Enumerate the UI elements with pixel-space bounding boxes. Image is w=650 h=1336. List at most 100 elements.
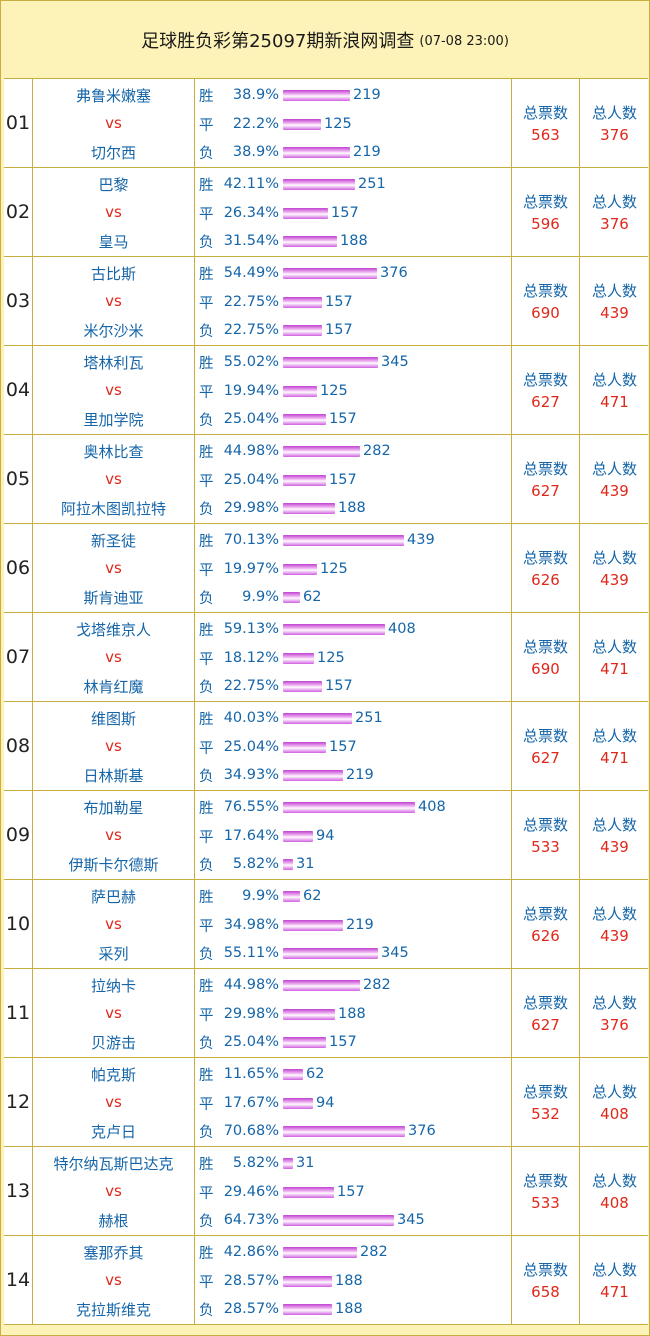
vs-label: vs <box>105 1093 122 1111</box>
vote-bar <box>283 89 350 101</box>
vote-bar <box>283 474 326 486</box>
vote-count: 282 <box>363 977 391 993</box>
vote-option: 胜 76.55% 408 <box>199 797 446 817</box>
vote-bar <box>283 1036 326 1048</box>
result-label: 胜 <box>199 889 214 906</box>
vote-percent: 9.9% <box>242 888 279 904</box>
result-label: 负 <box>199 145 214 162</box>
match-number: 01 <box>5 112 31 134</box>
home-team: 特尔纳瓦斯巴达克 <box>53 1155 174 1173</box>
vote-option: 负 22.75% 157 <box>199 676 353 696</box>
vote-option: 胜 54.49% 376 <box>199 263 408 283</box>
total-people-value: 439 <box>600 571 629 589</box>
total-people-value: 471 <box>600 393 629 411</box>
match-teams: 戈塔维京人 vs 林肯红魔 <box>32 613 194 701</box>
result-label: 负 <box>199 768 214 785</box>
match-row: 04 塔林利瓦 vs 里加学院 胜 55.02% 345 平 19.94% 12… <box>4 346 648 435</box>
result-label: 负 <box>199 946 214 963</box>
vote-bar <box>283 623 385 635</box>
vote-breakdown: 胜 38.9% 219 平 22.2% 125 负 38.9% 219 <box>194 79 511 167</box>
match-number: 09 <box>5 824 31 846</box>
vote-bar <box>283 1186 334 1198</box>
vote-option: 负 25.04% 157 <box>199 1032 357 1052</box>
total-votes-cell: 总票数 627 <box>511 346 579 434</box>
result-label: 负 <box>199 1302 214 1319</box>
vote-percent: 38.9% <box>232 87 279 103</box>
total-votes-cell: 总票数 627 <box>511 435 579 523</box>
total-votes-value: 690 <box>531 304 560 322</box>
total-people-label: 总人数 <box>591 549 637 567</box>
home-team: 古比斯 <box>90 265 136 283</box>
total-votes-cell: 总票数 627 <box>511 702 579 790</box>
match-teams: 拉纳卡 vs 贝游击 <box>32 969 194 1057</box>
vote-bar <box>283 324 322 336</box>
vs-label: vs <box>105 381 122 399</box>
vote-option: 胜 44.98% 282 <box>199 441 391 461</box>
vote-count: 188 <box>335 1301 363 1317</box>
match-teams: 塔林利瓦 vs 里加学院 <box>32 346 194 434</box>
result-label: 平 <box>199 1274 214 1291</box>
vote-option: 负 29.98% 188 <box>199 498 366 518</box>
home-team: 塞那乔其 <box>83 1244 144 1262</box>
vs-label: vs <box>105 559 122 577</box>
match-teams: 巴黎 vs 皇马 <box>32 168 194 256</box>
home-team: 巴黎 <box>98 176 129 194</box>
vote-count: 282 <box>360 1244 388 1260</box>
result-label: 胜 <box>199 978 214 995</box>
vote-percent: 55.11% <box>223 945 279 961</box>
vote-percent: 34.93% <box>223 767 279 783</box>
match-teams: 古比斯 vs 米尔沙米 <box>32 257 194 345</box>
vote-percent: 31.54% <box>223 233 279 249</box>
vote-percent: 29.98% <box>223 1006 279 1022</box>
result-label: 胜 <box>199 533 214 550</box>
vote-option: 胜 5.82% 31 <box>199 1153 314 1173</box>
result-label: 平 <box>199 562 214 579</box>
vote-breakdown: 胜 42.86% 282 平 28.57% 188 负 28.57% 188 <box>194 1236 511 1324</box>
vote-count: 62 <box>306 1066 325 1082</box>
total-people-label: 总人数 <box>591 994 637 1012</box>
home-team: 戈塔维京人 <box>75 621 151 639</box>
total-votes-value: 627 <box>531 393 560 411</box>
result-label: 平 <box>199 117 214 134</box>
vs-label: vs <box>105 915 122 933</box>
vote-option: 胜 59.13% 408 <box>199 619 416 639</box>
vote-count: 188 <box>340 233 368 249</box>
away-team: 阿拉木图凯拉特 <box>60 500 166 518</box>
header: 足球胜负彩第25097期新浪网调查 (07-08 23:00) <box>1 1 649 78</box>
result-label: 平 <box>199 918 214 935</box>
vote-option: 平 29.98% 188 <box>199 1004 366 1024</box>
match-row: 01 弗鲁米嫩塞 vs 切尔西 胜 38.9% 219 平 22.2% 125 … <box>4 79 648 168</box>
result-label: 平 <box>199 829 214 846</box>
vote-option: 平 28.57% 188 <box>199 1271 363 1291</box>
vote-breakdown: 胜 70.13% 439 平 19.97% 125 负 9.9% 62 <box>194 524 511 612</box>
vote-option: 负 38.9% 219 <box>199 142 381 162</box>
home-team: 维图斯 <box>90 710 136 728</box>
vote-bar <box>283 919 343 931</box>
total-votes-label: 总票数 <box>522 549 568 567</box>
total-votes-label: 总票数 <box>522 994 568 1012</box>
vote-option: 负 70.68% 376 <box>199 1121 436 1141</box>
vote-count: 219 <box>353 87 381 103</box>
vote-option: 胜 70.13% 439 <box>199 530 435 550</box>
vote-percent: 26.34% <box>223 205 279 221</box>
vote-option: 平 25.04% 157 <box>199 470 357 490</box>
vote-percent: 64.73% <box>223 1212 279 1228</box>
vote-bar <box>283 1008 335 1020</box>
total-people-label: 总人数 <box>591 727 637 745</box>
result-label: 负 <box>199 1124 214 1141</box>
vote-bar <box>283 947 378 959</box>
total-people-cell: 总人数 439 <box>579 257 649 345</box>
total-votes-value: 533 <box>531 838 560 856</box>
match-row: 13 特尔纳瓦斯巴达克 vs 赫根 胜 5.82% 31 平 29.46% 15… <box>4 1147 648 1236</box>
vote-option: 胜 42.11% 251 <box>199 174 386 194</box>
vote-percent: 17.64% <box>223 828 279 844</box>
vote-option: 胜 38.9% 219 <box>199 85 381 105</box>
total-votes-cell: 总票数 563 <box>511 79 579 167</box>
match-number: 05 <box>5 468 31 490</box>
vote-percent: 25.04% <box>223 472 279 488</box>
home-team: 新圣徒 <box>90 532 136 550</box>
total-people-cell: 总人数 471 <box>579 1236 649 1324</box>
vote-percent: 17.67% <box>223 1095 279 1111</box>
vote-count: 251 <box>355 710 383 726</box>
match-teams: 新圣徒 vs 斯肯迪亚 <box>32 524 194 612</box>
